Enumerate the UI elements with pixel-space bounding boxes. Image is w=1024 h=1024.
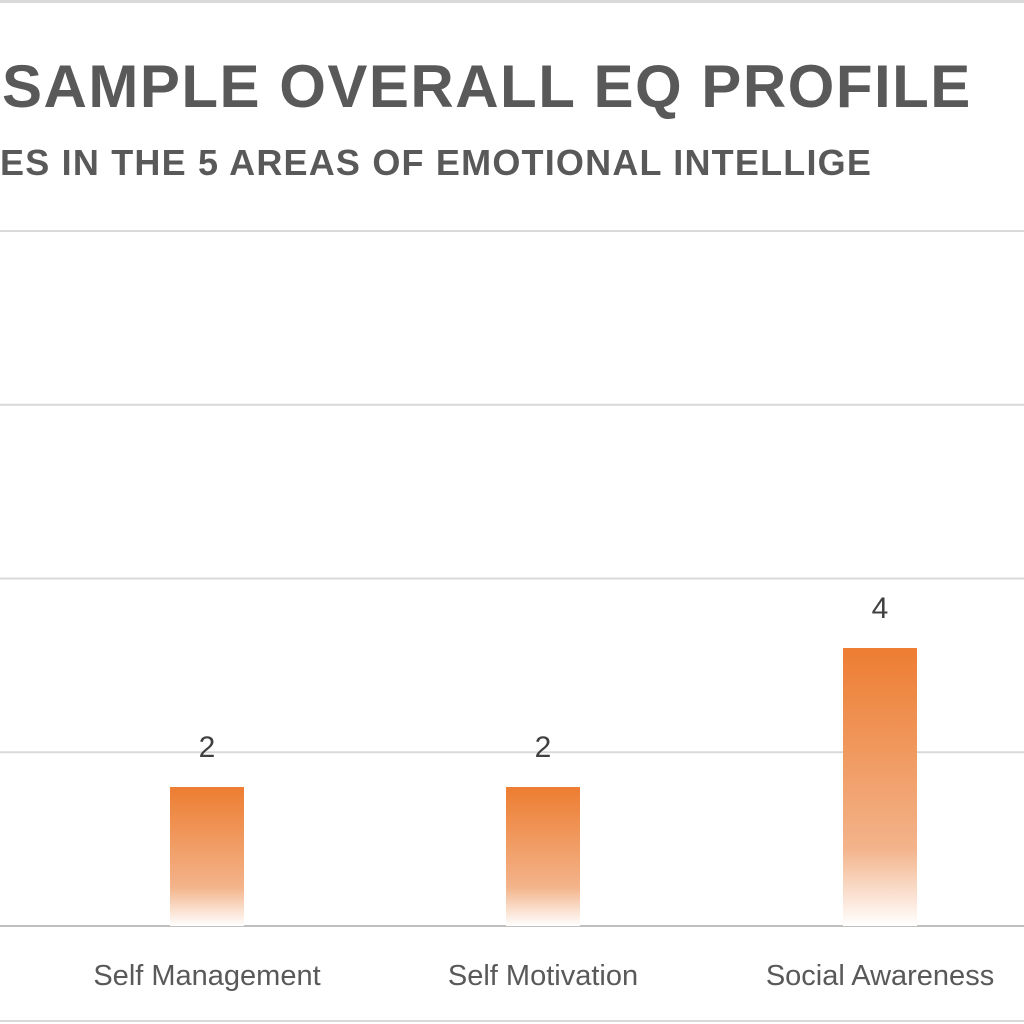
data-label: 2 (535, 731, 552, 764)
category-label: Social Awareness (766, 960, 994, 992)
data-label: 4 (872, 592, 889, 625)
data-label: 2 (199, 731, 216, 764)
chart-subtitle: ES IN THE 5 AREAS OF EMOTIONAL INTELLIGE (0, 142, 873, 183)
category-label: Self Motivation (448, 960, 638, 992)
data-labels: 2 2 4 (199, 592, 889, 764)
category-label: Self Management (93, 960, 320, 992)
bar-self-motivation (506, 787, 580, 926)
chart-title: SAMPLE OVERALL EQ PROFILE (2, 53, 972, 120)
chart-frame-top-border (0, 0, 1024, 3)
category-labels: Self Management Self Motivation Social Awa… (93, 960, 994, 992)
bar-self-management (170, 787, 244, 926)
chart-frame-bottom-border (0, 1020, 1024, 1022)
bars (170, 648, 917, 926)
bar-social-awareness (843, 648, 917, 926)
